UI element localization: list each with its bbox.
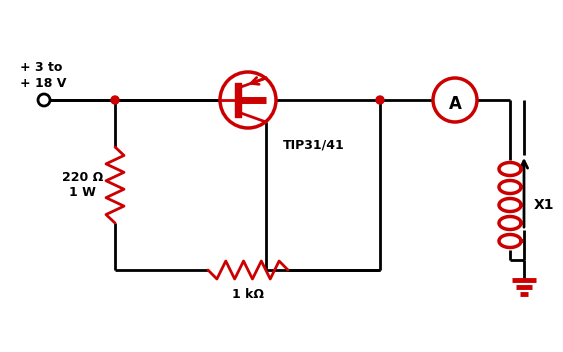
Text: 1 kΩ: 1 kΩ (232, 288, 264, 301)
Text: 220 Ω
1 W: 220 Ω 1 W (62, 171, 103, 199)
Circle shape (433, 78, 477, 122)
Text: TIP31/41: TIP31/41 (283, 138, 345, 151)
Text: A: A (449, 95, 462, 113)
Circle shape (111, 96, 119, 104)
Text: + 3 to
+ 18 V: + 3 to + 18 V (20, 61, 66, 90)
Circle shape (376, 96, 384, 104)
Text: X1: X1 (534, 198, 555, 212)
